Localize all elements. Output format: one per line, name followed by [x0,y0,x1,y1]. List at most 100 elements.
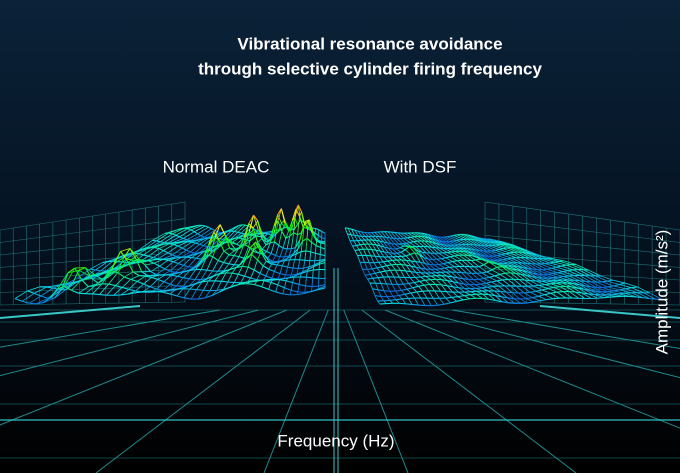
mesh-line [410,265,417,273]
mesh-line [524,279,534,287]
mesh-line [271,263,278,266]
mesh-line [360,243,365,246]
mesh-line [476,237,489,243]
mesh-line [305,221,308,229]
mesh-line [461,272,469,280]
mesh-line [415,261,422,269]
mesh-line [228,254,235,257]
mesh-line [292,277,295,283]
mesh-line [414,252,421,263]
mesh-line [357,230,362,237]
mesh-line [177,241,188,247]
mesh-line [398,243,405,247]
mesh-line [424,280,431,285]
mesh-line [273,220,279,227]
mesh-line [446,275,453,278]
mesh-line [281,277,288,280]
mesh-line [199,237,209,245]
mesh-line [439,247,448,253]
mesh-line [189,283,196,290]
mesh-line [501,266,511,274]
mesh-line [457,296,464,301]
mesh-line [250,235,255,241]
floor-line [361,309,577,473]
mesh-line [167,236,180,244]
mesh-line [315,241,317,246]
mesh-line [305,250,311,253]
mesh-line [132,271,140,277]
mesh-line [284,248,288,257]
mesh-line [296,271,303,275]
mesh-line [278,231,283,246]
mesh-line [481,271,487,274]
mesh-line [410,292,415,299]
mesh-line [493,261,503,268]
mesh-line [368,243,373,250]
mesh-line [182,278,190,287]
mesh-line [67,269,79,274]
mesh-line [546,258,560,262]
mesh-line [391,264,396,271]
mesh-line [267,233,272,236]
mesh-line [496,266,503,268]
mesh-line [588,269,601,277]
mesh-line [344,227,349,229]
mesh-line [451,276,459,284]
mesh-line [511,292,521,300]
mesh-line [377,277,382,284]
mesh-line [292,282,300,285]
mesh-line [298,276,301,285]
mesh-line [379,250,385,253]
mesh-line [354,229,359,237]
mesh-line [268,282,272,290]
wall-line [0,251,186,268]
mesh-line [408,281,415,285]
mesh-line [465,244,476,251]
mesh-line [447,236,457,241]
mesh-line [538,284,545,286]
mesh-line [244,266,249,277]
mesh-line [549,262,562,267]
mesh-line [261,280,265,287]
mesh-line [473,266,482,274]
mesh-line [500,296,509,304]
mesh-line [452,286,459,293]
mesh-line [202,280,209,291]
mesh-line [581,292,592,299]
mesh-line [213,224,221,233]
mesh-line [356,244,361,246]
mesh-line [320,253,326,257]
mesh-line [462,244,472,250]
title-line: Vibrational resonance avoidance [237,34,502,53]
mesh-line [540,280,551,285]
mesh-line [364,262,368,270]
mesh-line [403,282,409,285]
mesh-line [420,240,429,248]
mesh-line [163,250,169,254]
mesh-line [637,286,650,294]
mesh-line [233,255,240,258]
mesh-line [92,283,103,295]
mesh-line [123,248,131,258]
mesh-line [221,280,228,283]
mesh-line [318,285,326,290]
mesh-line [196,257,201,260]
mesh-line [193,258,202,268]
mesh-line [607,285,614,288]
mesh-line [150,265,160,272]
mesh-line [253,214,259,222]
mesh-line [196,289,204,291]
mesh-line [315,245,317,254]
mesh-line [610,296,618,298]
mesh-line [241,257,247,267]
mesh-line [607,279,613,282]
mesh-line [347,228,352,235]
mesh-line [138,253,144,256]
mesh-line [120,248,131,252]
mesh-line [483,276,490,280]
mesh-line [319,258,326,261]
mesh-line [464,294,471,297]
mesh-line [484,245,496,251]
mesh-line [421,252,429,260]
mesh-line [164,234,177,243]
